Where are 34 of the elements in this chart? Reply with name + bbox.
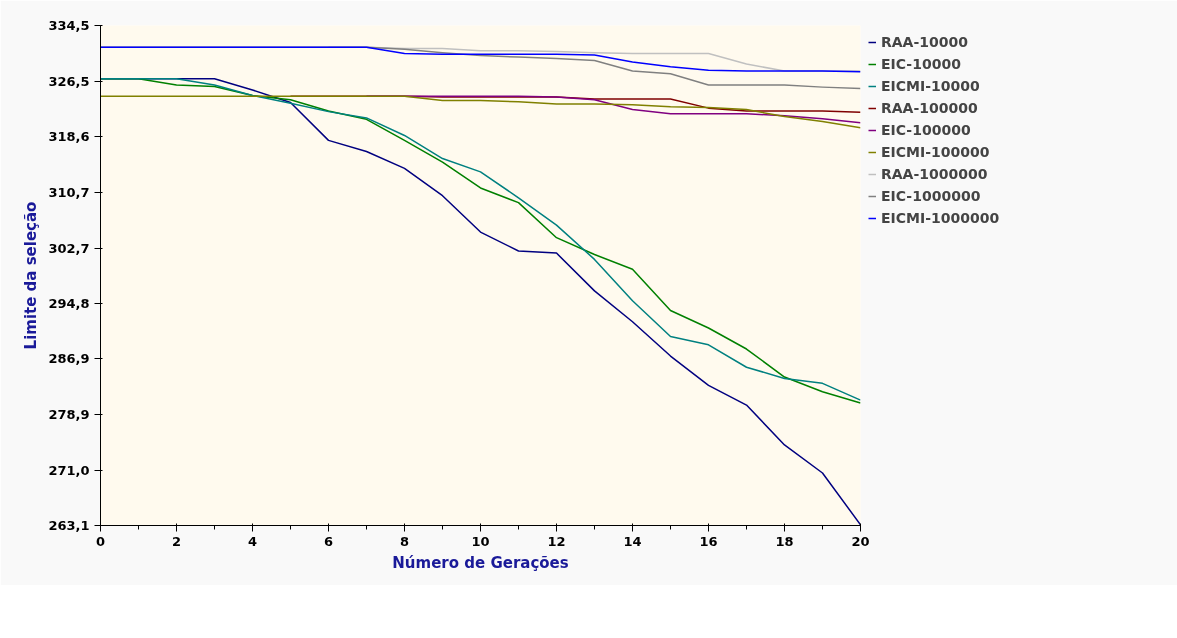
- y-tick-label: 263,1: [48, 518, 90, 533]
- x-tick-label: 4: [247, 533, 258, 549]
- y-tick-label: 318,6: [48, 129, 90, 145]
- y-tick-label: 334,5: [48, 18, 90, 33]
- x-tick-label: 6: [323, 533, 334, 549]
- legend-label: EIC-10000: [881, 56, 961, 72]
- y-tick-label: 302,7: [48, 240, 90, 256]
- x-tick-label: 20: [851, 533, 870, 549]
- legend-label: EICMI-100000: [881, 144, 990, 160]
- x-tick-label: 10: [471, 533, 490, 549]
- y-tick-label: 326,5: [48, 74, 90, 90]
- x-tick-label: 16: [699, 533, 718, 549]
- legend-label: RAA-10000: [881, 34, 968, 50]
- x-tick-label: 18: [775, 533, 794, 549]
- y-tick-label: 294,8: [48, 296, 90, 312]
- x-tick-label: 12: [547, 533, 566, 549]
- x-axis-title: Número de Gerações: [392, 553, 569, 572]
- legend-label: RAA-1000000: [881, 166, 988, 182]
- x-tick-label: 8: [399, 533, 410, 549]
- x-tick-label: 0: [95, 533, 106, 549]
- y-tick-label: 271,0: [48, 462, 90, 478]
- y-tick-label: 310,7: [48, 184, 90, 200]
- legend-label: RAA-100000: [881, 100, 978, 116]
- legend-label: EIC-100000: [881, 122, 971, 138]
- y-tick-label: 278,9: [48, 407, 90, 423]
- x-tick-label: 2: [171, 533, 182, 549]
- line-series: [100, 95, 861, 129]
- legend-label: EICMI-1000000: [881, 210, 1000, 226]
- legend-label: EICMI-10000: [881, 78, 980, 94]
- x-tick-label: 14: [623, 533, 642, 549]
- line-series: [100, 46, 861, 73]
- y-tick-label: 286,9: [48, 351, 90, 367]
- y-axis-title: Limite da seleção: [22, 201, 41, 350]
- legend-label: EIC-1000000: [881, 188, 981, 204]
